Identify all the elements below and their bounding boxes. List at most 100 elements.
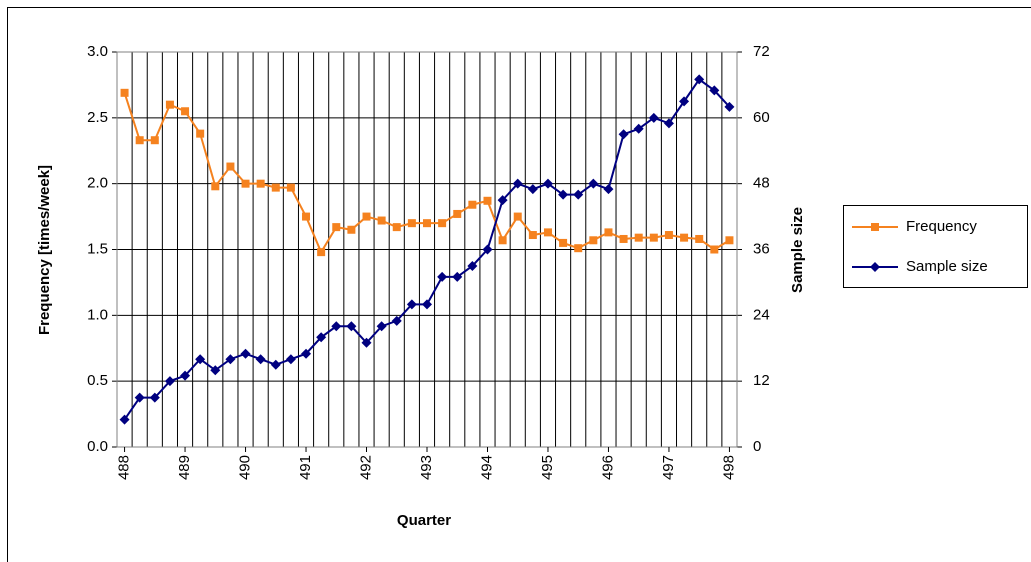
data-point [226,162,235,171]
legend [843,205,1028,288]
y-axis-title: Frequency [times/week] [36,165,53,335]
data-point [241,179,250,188]
data-point [240,348,251,359]
data-point [391,315,402,326]
x-axis-title: Quarter [397,512,451,529]
data-point [164,376,175,387]
y-tick-label: 1.5 [87,240,108,257]
data-point [528,231,537,240]
data-point [648,112,659,123]
data-point [120,88,129,97]
data-point [452,271,463,282]
data-point [377,216,386,225]
x-tick-label: 495 [539,455,556,480]
data-point [619,234,628,243]
data-point [135,136,144,145]
data-point [679,96,690,107]
data-point [589,236,598,245]
data-point [165,100,174,109]
data-point [694,74,705,85]
x-tick-label: 488 [116,455,133,480]
x-tick-label: 496 [599,455,616,480]
y2-tick-label: 24 [753,306,770,323]
x-tick-label: 494 [478,455,495,480]
y-tick-label: 1.0 [87,306,108,323]
legend-label: Sample size [906,258,988,275]
data-point [195,354,206,365]
data-point [150,136,159,145]
data-point [301,348,312,359]
y2-tick-label: 72 [753,43,770,60]
data-point [361,337,372,348]
y-tick-label: 3.0 [87,43,108,60]
data-point [422,299,432,310]
data-point [574,244,583,253]
y2-axis-title: Sample size [789,207,806,293]
y-tick-label: 0.0 [87,438,108,455]
data-point [482,244,493,255]
data-point [149,392,160,403]
data-point [573,189,584,200]
y2-tick-label: 60 [753,109,770,126]
data-point [211,182,220,191]
data-point [286,183,295,192]
data-point [134,392,145,403]
data-point [559,238,568,247]
data-point [119,414,130,425]
data-point [634,233,643,242]
data-point [225,354,236,365]
data-point [362,212,371,221]
data-point [649,233,658,242]
data-point [633,123,644,134]
y2-tick-label: 36 [753,240,770,257]
data-point [710,245,719,254]
data-point [603,184,614,195]
data-point [724,101,735,112]
data-point [527,184,538,195]
data-point [316,332,327,343]
data-point [180,370,191,381]
data-point [270,359,281,370]
data-point [406,299,417,310]
data-point [695,234,704,243]
data-point [255,354,266,365]
x-tick-label: 492 [357,455,374,480]
data-point [196,129,205,138]
data-point [618,129,629,140]
data-point [498,236,507,245]
data-point [438,219,447,228]
data-point [709,85,720,96]
data-point [468,200,477,209]
x-tick-label: 491 [297,455,314,480]
data-point [543,228,552,237]
legend-label: Frequency [906,218,977,235]
data-point [437,271,448,282]
data-point [680,233,689,242]
data-point [467,260,478,271]
y-tick-label: 0.5 [87,372,108,389]
data-point [558,189,569,200]
y-tick-label: 2.5 [87,109,108,126]
x-tick-label: 489 [176,455,193,480]
data-point [497,195,508,206]
data-point [271,183,280,192]
data-point [725,236,734,245]
legend-marker [870,262,880,272]
data-point [588,178,599,189]
data-point [285,354,296,365]
data-point [376,321,387,332]
x-tick-label: 497 [660,455,677,480]
data-point [346,321,357,332]
x-tick-label: 493 [418,455,435,480]
data-point [302,212,311,221]
x-tick-label: 490 [237,455,254,480]
data-point [423,219,431,228]
data-point [181,107,190,116]
data-point [317,248,326,257]
data-point [392,223,401,232]
y2-tick-label: 0 [753,438,761,455]
data-point [453,209,462,218]
data-point [407,219,416,228]
